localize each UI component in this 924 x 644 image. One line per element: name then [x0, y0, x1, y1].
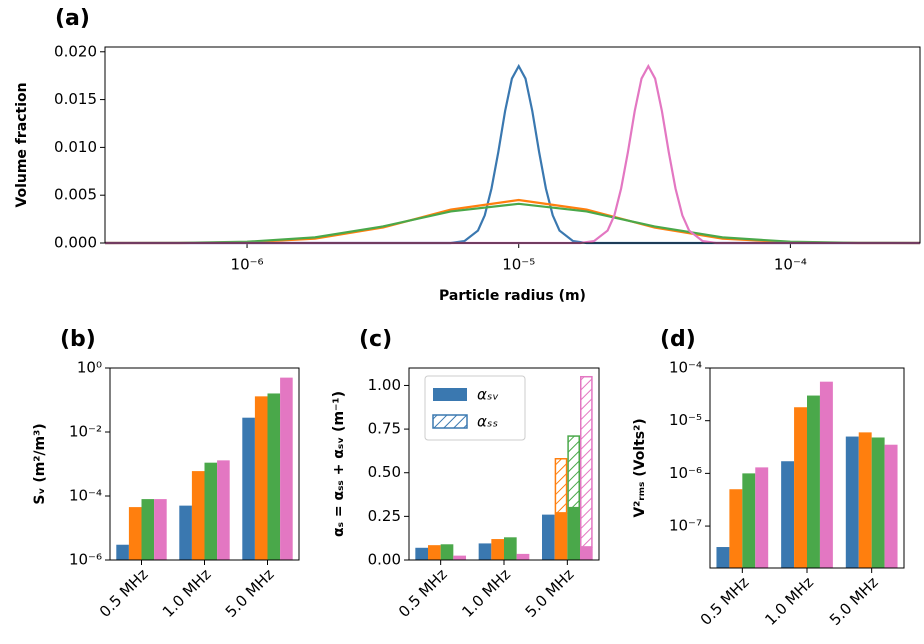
bar — [428, 545, 441, 560]
y-axis-label: Sᵥ (m²/m³) — [32, 423, 48, 504]
axes-frame — [408, 367, 600, 561]
hatched-bar — [580, 375, 593, 548]
legend-box — [424, 375, 526, 441]
bar — [217, 460, 230, 560]
x-tick-label: 10⁻⁴ — [774, 256, 807, 274]
bar — [440, 544, 454, 560]
y-tick-label: 0.005 — [54, 186, 97, 204]
bar — [116, 544, 129, 560]
axes-frame — [709, 367, 905, 569]
legend-label: αₛₛ — [477, 413, 498, 431]
bar — [504, 537, 517, 560]
y-tick-label: 10⁰ — [77, 359, 102, 377]
bar — [204, 462, 218, 560]
bar — [567, 507, 580, 560]
bar — [128, 507, 142, 560]
y-tick-label: 1.00 — [368, 376, 401, 394]
y-tick-label: 10⁻² — [69, 423, 102, 441]
y-tick-label: 0.000 — [54, 234, 97, 252]
y-tick-label: 10⁻⁵ — [669, 411, 702, 429]
legend-swatch — [433, 388, 467, 401]
y-tick-label: 0.75 — [368, 420, 401, 438]
line-series — [105, 198, 920, 245]
bar — [729, 489, 743, 568]
bar — [781, 461, 795, 568]
bar — [242, 417, 255, 560]
line-series — [105, 63, 920, 245]
line-series — [104, 202, 921, 245]
x-tick-label: 10⁻⁶ — [231, 256, 264, 274]
bar — [716, 547, 730, 568]
panel-label: (a) — [55, 6, 90, 31]
line-series — [105, 63, 920, 245]
bar — [580, 546, 593, 560]
x-tick-label: 0.5 MHz — [395, 565, 451, 621]
y-tick-label: 0.020 — [54, 42, 97, 60]
legend-swatch — [432, 414, 468, 429]
x-tick-label: 1.0 MHz — [458, 565, 514, 621]
bar — [191, 471, 205, 560]
y-tick-label: 0.00 — [368, 551, 401, 569]
bar — [845, 436, 859, 568]
bar — [267, 393, 281, 560]
hatched-bar — [567, 435, 580, 509]
bar — [819, 381, 833, 568]
y-tick-label: 0.50 — [368, 463, 401, 481]
x-axis-label: Particle radius (m) — [439, 288, 586, 304]
bar — [179, 505, 192, 560]
bar — [491, 539, 504, 560]
panel-label: (d) — [660, 327, 696, 352]
bar — [141, 499, 155, 560]
x-tick-label: 0.5 MHz — [96, 565, 152, 621]
x-tick-label: 1.0 MHz — [159, 565, 215, 621]
x-tick-label: 5.0 MHz — [826, 573, 882, 629]
bar — [415, 547, 428, 560]
bar — [542, 514, 555, 560]
bar — [807, 395, 820, 568]
y-tick-label: 10⁻⁴ — [669, 359, 702, 377]
bar — [254, 396, 268, 560]
bar — [478, 543, 492, 560]
bar — [858, 432, 872, 568]
bar — [755, 467, 769, 568]
y-tick-label: 0.015 — [54, 90, 97, 108]
y-tick-label: 0.010 — [54, 138, 97, 156]
panel-label: (c) — [359, 327, 392, 352]
bar — [794, 407, 807, 568]
y-axis-label: αₛ = αₛₛ + αₛᵥ (m⁻¹) — [331, 391, 347, 537]
panel-label: (b) — [60, 327, 96, 352]
x-tick-label: 5.0 MHz — [522, 565, 578, 621]
y-tick-label: 10⁻⁷ — [669, 517, 702, 535]
axes-frame — [104, 46, 921, 244]
x-tick-label: 1.0 MHz — [761, 573, 817, 629]
bar — [871, 437, 885, 568]
y-tick-label: 0.25 — [368, 507, 401, 525]
y-axis-label: Volume fraction — [14, 82, 30, 207]
x-tick-label: 5.0 MHz — [222, 565, 278, 621]
bar — [453, 555, 466, 560]
bar — [154, 499, 167, 560]
bar — [516, 553, 530, 560]
bar — [884, 444, 898, 568]
y-tick-label: 10⁻⁴ — [69, 487, 102, 505]
y-axis-label: V²ᵣₘₛ (Volts²) — [632, 418, 648, 517]
x-tick-label: 10⁻⁵ — [502, 256, 535, 274]
legend-label: αₛᵥ — [477, 386, 499, 404]
bar — [742, 473, 756, 568]
bar — [280, 377, 293, 560]
bar — [554, 512, 568, 560]
y-tick-label: 10⁻⁶ — [69, 551, 102, 569]
x-tick-label: 0.5 MHz — [697, 573, 753, 629]
axes-frame — [109, 367, 300, 561]
y-tick-label: 10⁻⁶ — [669, 464, 702, 482]
hatched-bar — [554, 458, 568, 514]
